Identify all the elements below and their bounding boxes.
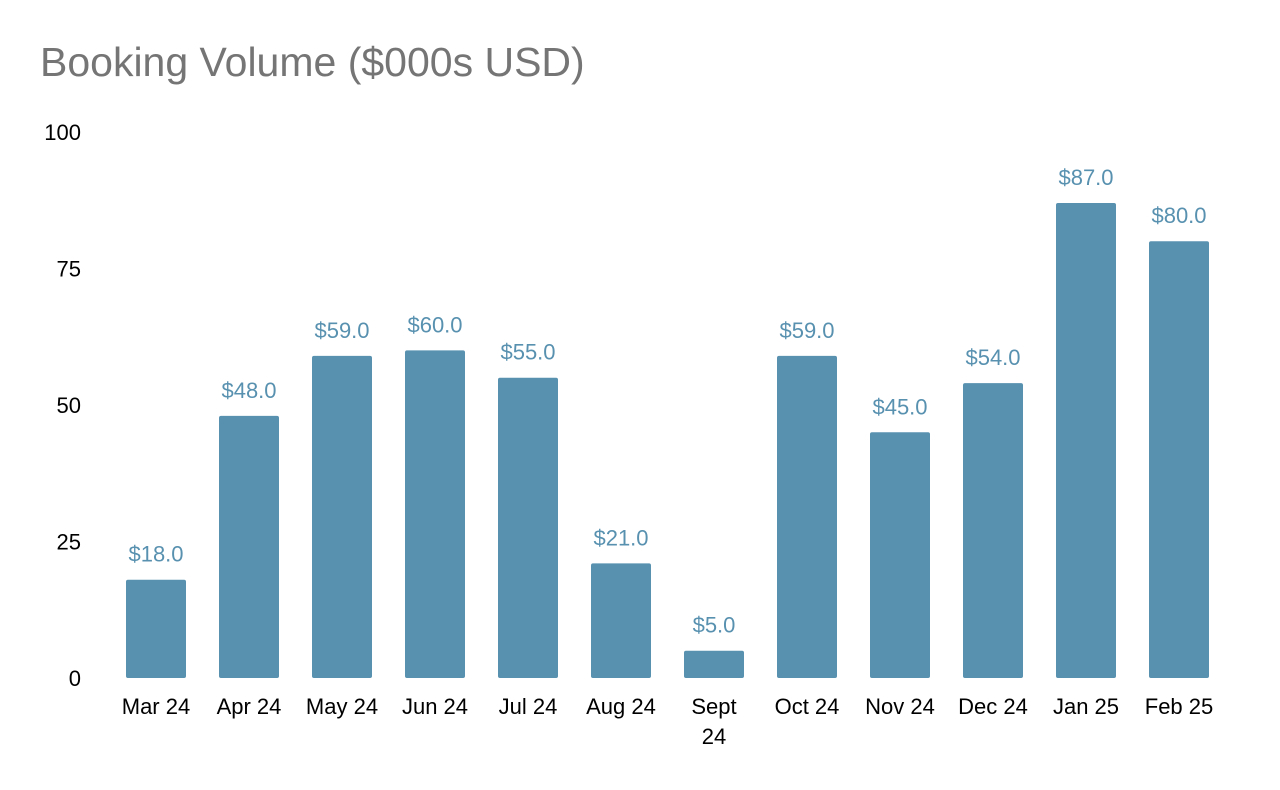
data-labels: $18.0 $48.0 $59.0 $60.0 $55.0 $21.0 $5.0 $59.0 $… [128, 165, 1206, 638]
chart-title: Booking Volume ($000s USD) [40, 39, 585, 85]
x-tick-label: Apr 24 [217, 694, 282, 719]
data-label: $45.0 [872, 394, 927, 419]
bars [126, 202, 1209, 679]
x-tick-label: Feb 25 [1145, 694, 1214, 719]
x-tick-label: Sept 24 [691, 694, 736, 749]
bar [591, 563, 651, 678]
bar [1149, 241, 1209, 678]
data-label: $48.0 [221, 378, 276, 403]
x-tick-label: Jun 24 [402, 694, 468, 719]
bar [498, 377, 558, 678]
x-tick-label: Jan 25 [1053, 694, 1119, 719]
data-label: $59.0 [779, 318, 834, 343]
data-label: $54.0 [965, 345, 1020, 370]
y-tick-label: 0 [69, 666, 81, 691]
data-label: $59.0 [314, 318, 369, 343]
y-axis: 0 25 50 75 100 [44, 120, 81, 691]
x-tick-label: Aug 24 [586, 694, 656, 719]
bar [777, 355, 837, 678]
y-tick-label: 25 [57, 530, 81, 555]
bar [684, 650, 744, 678]
x-tick-label: Jul 24 [499, 694, 558, 719]
x-tick-label: May 24 [306, 694, 378, 719]
y-tick-label: 75 [57, 257, 81, 282]
y-tick-label: 50 [57, 393, 81, 418]
data-label: $80.0 [1151, 203, 1206, 228]
x-tick-label: Nov 24 [865, 694, 935, 719]
data-label: $55.0 [500, 340, 555, 365]
data-label: $60.0 [407, 312, 462, 337]
bar [126, 579, 186, 678]
data-label: $18.0 [128, 542, 183, 567]
bar [405, 350, 465, 678]
bar [870, 432, 930, 678]
data-label: $87.0 [1058, 165, 1113, 190]
x-tick-label: Dec 24 [958, 694, 1028, 719]
data-label: $21.0 [593, 525, 648, 550]
bar [963, 383, 1023, 678]
y-tick-label: 100 [44, 120, 81, 145]
x-tick-label: Mar 24 [122, 694, 190, 719]
x-tick-label: Oct 24 [775, 694, 840, 719]
x-axis: Mar 24 Apr 24 May 24 Jun 24 Jul 24 Aug 24 Sept… [122, 694, 1213, 749]
bar [312, 355, 372, 678]
bar [1056, 202, 1116, 679]
data-label: $5.0 [693, 613, 736, 638]
bar [219, 415, 279, 678]
